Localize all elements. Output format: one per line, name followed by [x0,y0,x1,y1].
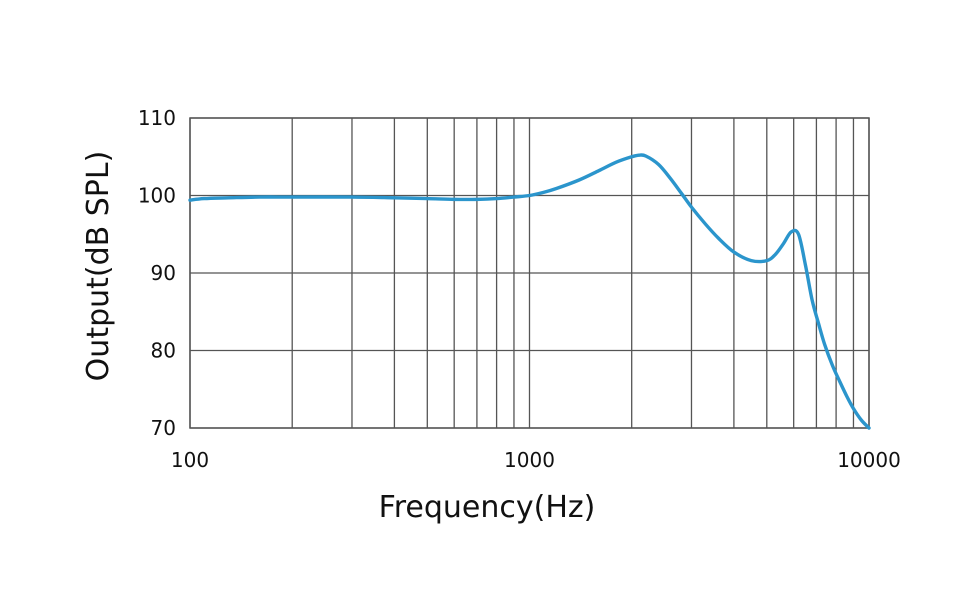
y-axis-title: Output(dB SPL) [81,151,116,382]
y-tick-label: 70 [151,416,176,440]
y-tick-label: 100 [138,184,176,208]
x-tick-label: 10000 [837,448,901,472]
y-tick-label: 80 [151,339,176,363]
labels-layer: 100 1000 10000 110 100 90 80 70 [138,106,901,472]
y-tick-label: 110 [138,106,176,130]
y-tick-label: 90 [151,261,176,285]
grid-layer [189,117,870,429]
axes-layer [189,117,870,429]
x-axis-title: Frequency(Hz) [379,490,596,525]
plot-border [189,117,870,429]
series-layer [188,153,871,430]
frequency-response-line [188,153,871,430]
x-tick-label: 100 [171,448,209,472]
x-tick-label: 1000 [504,448,555,472]
